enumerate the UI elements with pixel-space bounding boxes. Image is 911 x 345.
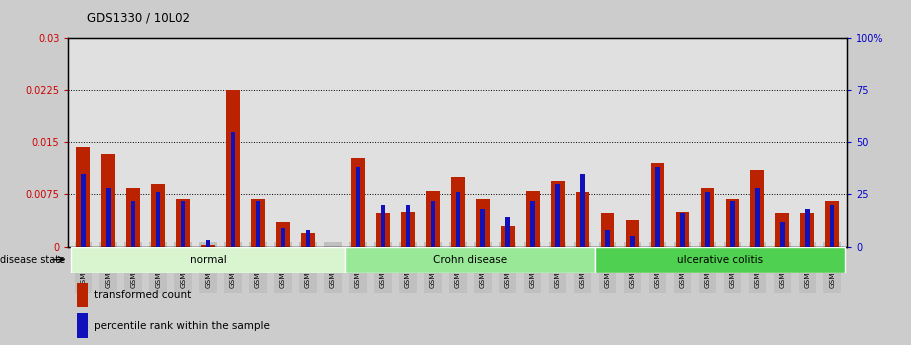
- Bar: [151, 184, 165, 247]
- Bar: [655, 167, 660, 247]
- Bar: [725, 199, 739, 247]
- Bar: [181, 201, 186, 247]
- Bar: [501, 226, 515, 247]
- Bar: [81, 174, 86, 247]
- Bar: [302, 233, 315, 247]
- Text: ulcerative colitis: ulcerative colitis: [677, 255, 763, 265]
- Text: GDS1330 / 10L02: GDS1330 / 10L02: [87, 11, 189, 24]
- Bar: [595, 247, 844, 273]
- Bar: [551, 180, 565, 247]
- Bar: [730, 201, 734, 247]
- Bar: [127, 188, 140, 247]
- Bar: [131, 201, 136, 247]
- Bar: [77, 283, 88, 307]
- Bar: [650, 163, 664, 247]
- Bar: [580, 174, 585, 247]
- Bar: [431, 201, 435, 247]
- Bar: [106, 188, 110, 247]
- Text: normal: normal: [189, 255, 227, 265]
- Bar: [101, 154, 115, 247]
- Bar: [526, 191, 539, 247]
- Bar: [701, 188, 714, 247]
- Bar: [775, 213, 789, 247]
- Bar: [381, 205, 385, 247]
- Bar: [281, 228, 285, 247]
- Bar: [355, 167, 360, 247]
- Bar: [306, 230, 311, 247]
- Bar: [530, 201, 535, 247]
- Bar: [681, 213, 685, 247]
- Bar: [405, 205, 410, 247]
- Bar: [276, 222, 290, 247]
- Bar: [251, 199, 265, 247]
- Bar: [805, 209, 810, 247]
- Bar: [256, 201, 261, 247]
- Text: disease state: disease state: [0, 255, 65, 265]
- Bar: [780, 221, 784, 247]
- Bar: [576, 193, 589, 247]
- Bar: [801, 213, 814, 247]
- Bar: [476, 199, 489, 247]
- Bar: [456, 193, 460, 247]
- Bar: [600, 213, 614, 247]
- Bar: [751, 170, 764, 247]
- Bar: [451, 177, 465, 247]
- Bar: [376, 213, 390, 247]
- Bar: [480, 209, 485, 247]
- Bar: [556, 184, 560, 247]
- Text: Crohn disease: Crohn disease: [434, 255, 507, 265]
- Bar: [230, 132, 235, 247]
- Bar: [830, 205, 834, 247]
- Bar: [755, 188, 760, 247]
- Bar: [626, 220, 640, 247]
- Bar: [77, 313, 88, 338]
- Bar: [426, 191, 440, 247]
- Bar: [825, 201, 839, 247]
- Text: percentile rank within the sample: percentile rank within the sample: [94, 321, 270, 331]
- Bar: [156, 193, 160, 247]
- Bar: [206, 240, 210, 247]
- Bar: [705, 193, 710, 247]
- Bar: [345, 247, 595, 273]
- Bar: [506, 217, 510, 247]
- Bar: [401, 212, 415, 247]
- Bar: [605, 230, 609, 247]
- Bar: [71, 247, 345, 273]
- Bar: [351, 158, 364, 247]
- Text: transformed count: transformed count: [94, 290, 191, 300]
- Bar: [201, 245, 215, 247]
- Bar: [177, 199, 190, 247]
- Bar: [676, 212, 690, 247]
- Bar: [226, 90, 240, 247]
- Bar: [630, 236, 635, 247]
- Bar: [77, 147, 90, 247]
